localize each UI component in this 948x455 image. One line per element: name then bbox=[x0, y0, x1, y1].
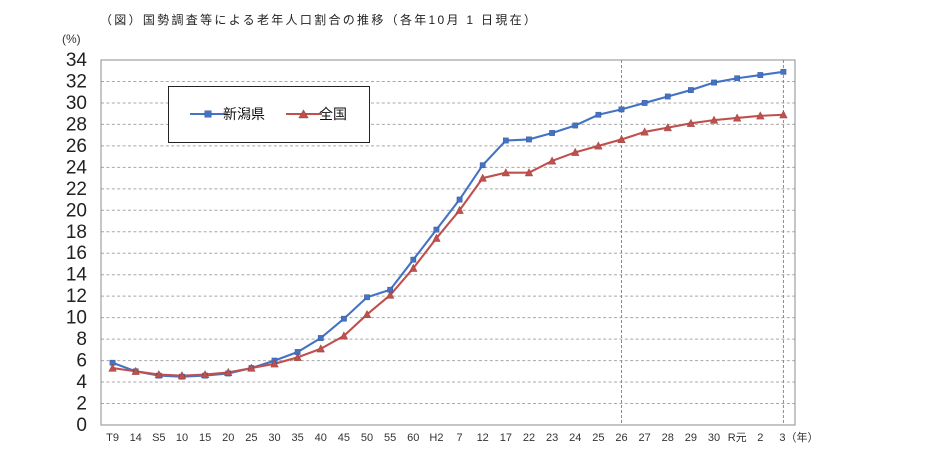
svg-text:30: 30 bbox=[66, 93, 87, 114]
svg-text:17: 17 bbox=[500, 432, 512, 444]
svg-text:20: 20 bbox=[222, 432, 234, 444]
svg-text:24: 24 bbox=[569, 432, 581, 444]
svg-text:32: 32 bbox=[66, 71, 87, 92]
svg-text:3（年）: 3（年） bbox=[779, 430, 818, 444]
svg-text:20: 20 bbox=[66, 200, 87, 221]
svg-text:8: 8 bbox=[76, 329, 87, 350]
svg-text:30: 30 bbox=[708, 432, 720, 444]
svg-text:6: 6 bbox=[76, 351, 87, 372]
svg-text:2: 2 bbox=[76, 394, 87, 415]
svg-text:14: 14 bbox=[130, 432, 142, 444]
svg-text:R元: R元 bbox=[728, 432, 747, 444]
svg-text:10: 10 bbox=[176, 432, 188, 444]
svg-text:60: 60 bbox=[407, 432, 419, 444]
svg-text:26: 26 bbox=[615, 432, 627, 444]
svg-text:S5: S5 bbox=[152, 432, 165, 444]
svg-text:35: 35 bbox=[292, 432, 304, 444]
svg-text:16: 16 bbox=[66, 243, 87, 264]
svg-text:12: 12 bbox=[477, 432, 489, 444]
svg-text:55: 55 bbox=[384, 432, 396, 444]
svg-text:29: 29 bbox=[685, 432, 697, 444]
svg-text:22: 22 bbox=[66, 179, 87, 200]
svg-text:T9: T9 bbox=[106, 432, 119, 444]
svg-text:25: 25 bbox=[592, 432, 604, 444]
svg-text:18: 18 bbox=[66, 222, 87, 243]
svg-text:40: 40 bbox=[315, 432, 327, 444]
svg-text:28: 28 bbox=[662, 432, 674, 444]
svg-text:7: 7 bbox=[457, 432, 463, 444]
svg-text:50: 50 bbox=[361, 432, 373, 444]
svg-text:22: 22 bbox=[523, 432, 535, 444]
svg-text:26: 26 bbox=[66, 136, 87, 157]
svg-text:24: 24 bbox=[66, 157, 88, 178]
svg-text:45: 45 bbox=[338, 432, 350, 444]
svg-text:15: 15 bbox=[199, 432, 211, 444]
svg-text:23: 23 bbox=[546, 432, 558, 444]
svg-text:0: 0 bbox=[76, 415, 87, 436]
svg-text:H2: H2 bbox=[429, 432, 443, 444]
svg-text:34: 34 bbox=[66, 50, 88, 71]
svg-text:25: 25 bbox=[245, 432, 257, 444]
svg-text:12: 12 bbox=[66, 286, 87, 307]
svg-text:30: 30 bbox=[268, 432, 280, 444]
svg-text:10: 10 bbox=[66, 308, 87, 329]
svg-text:27: 27 bbox=[639, 432, 651, 444]
svg-text:2: 2 bbox=[757, 432, 763, 444]
svg-text:4: 4 bbox=[76, 372, 87, 393]
svg-text:14: 14 bbox=[66, 265, 88, 286]
svg-text:28: 28 bbox=[66, 114, 87, 135]
